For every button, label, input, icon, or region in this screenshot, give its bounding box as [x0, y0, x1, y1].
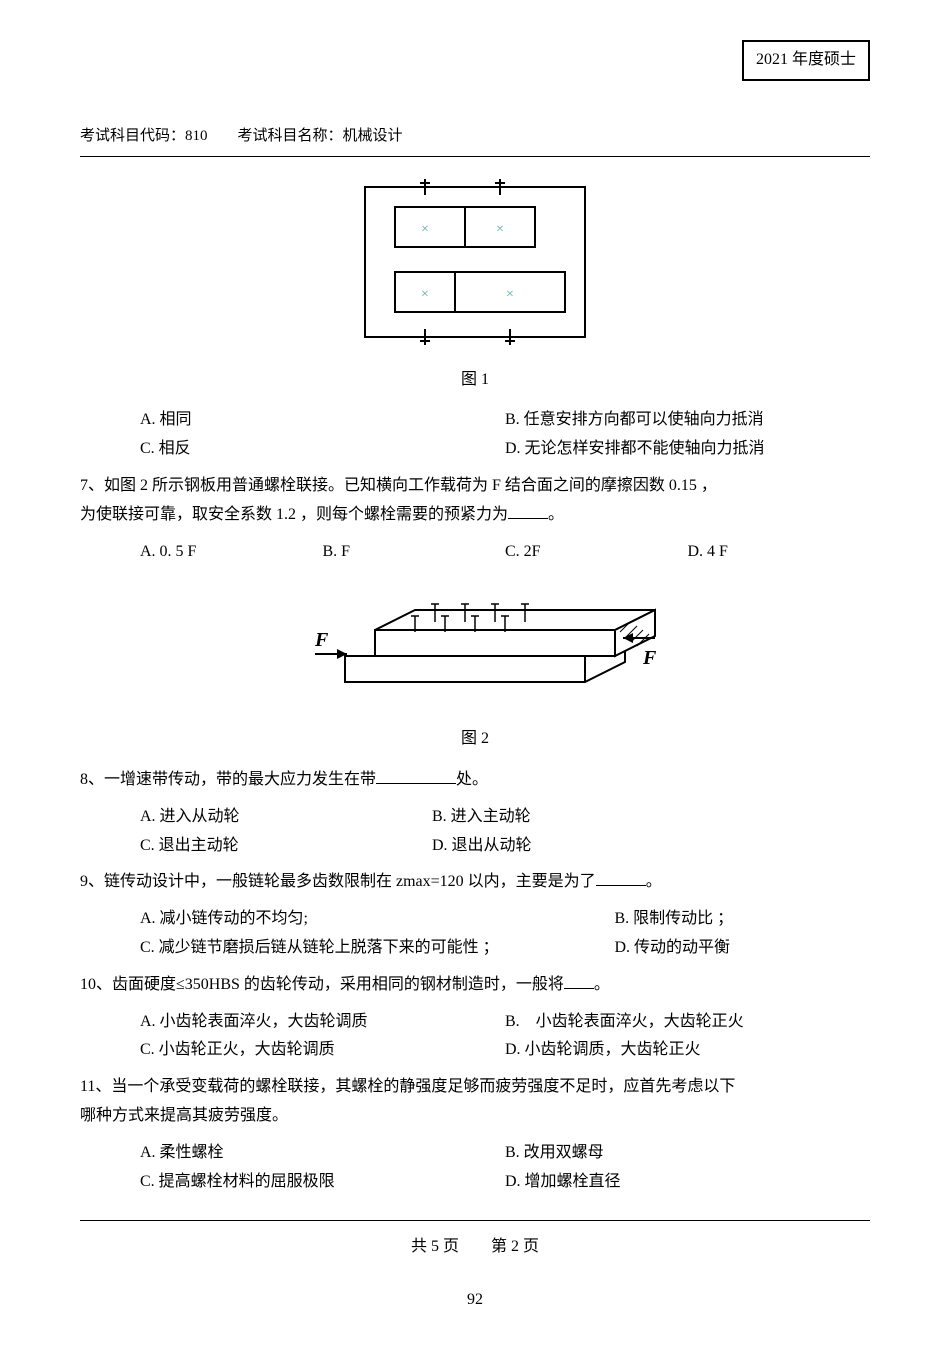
q7-options: A. 0. 5 F B. F C. 2F D. 4 F	[80, 538, 870, 567]
q11-text2: 哪种方式来提高其疲劳强度。	[80, 1102, 870, 1131]
q8: 8、一增速带传动，带的最大应力发生在带 处。	[80, 766, 870, 795]
q11-text1: 11、当一个承受变载荷的螺栓联接，其螺栓的静强度足够而疲劳强度不足时，应首先考虑…	[80, 1073, 870, 1102]
svg-text:×: ×	[421, 287, 429, 302]
figure-2-caption: 图 2	[80, 725, 870, 754]
q11-opt-a: A. 柔性螺栓	[140, 1139, 505, 1168]
q11-opt-d: D. 增加螺栓直径	[505, 1168, 870, 1197]
svg-text:×: ×	[496, 222, 504, 237]
q8-opt-a: A. 进入从动轮	[140, 803, 432, 832]
q7-opt-a: A. 0. 5 F	[140, 538, 323, 567]
q8-opt-c: C. 退出主动轮	[140, 832, 432, 861]
q10-opt-d: D. 小齿轮调质，大齿轮正火	[505, 1036, 870, 1065]
q11-opt-c: C. 提高螺栓材料的屈服极限	[140, 1168, 505, 1197]
q7-text1: 7、如图 2 所示钢板用普通螺栓联接。已知横向工作载荷为 F 结合面之间的摩擦因…	[80, 477, 717, 494]
q7-text2: 为使联接可靠，取安全系数 1.2 ，则每个螺栓需要的预紧力为	[80, 506, 508, 523]
course-line: 考试科目代码：810 考试科目名称：机械设计	[80, 93, 870, 157]
q8-text1: 8、一增速带传动，带的最大应力发生在带	[80, 771, 376, 788]
figure-2: F F	[80, 586, 870, 717]
q6-opt-d: D. 无论怎样安排都不能使轴向力抵消	[505, 435, 870, 464]
q9-text1: 9、链传动设计中，一般链轮最多齿数限制在 zmax=120 以内，主要是为了	[80, 873, 596, 890]
svg-text:F: F	[314, 629, 329, 651]
q7-opt-b: B. F	[323, 538, 506, 567]
q9: 9、链传动设计中，一般链轮最多齿数限制在 zmax=120 以内，主要是为了 。	[80, 868, 870, 897]
figure-1: × × × ×	[80, 177, 870, 358]
page-number: 92	[80, 1286, 870, 1315]
degree-box: 2021 年度硕士	[742, 40, 870, 81]
q9-opt-a: A. 减小链传动的不均匀;	[140, 905, 615, 934]
q10-blank	[564, 973, 594, 989]
q6-opt-a: A. 相同	[140, 406, 505, 435]
q7-opt-d: D. 4 F	[688, 538, 871, 567]
svg-text:×: ×	[421, 222, 429, 237]
q9-text2: 。	[646, 873, 662, 890]
q10-text1: 10、齿面硬度≤350HBS 的齿轮传动，采用相同的钢材制造时，一般将	[80, 976, 564, 993]
q10-opt-b: B. 小齿轮表面淬火，大齿轮正火	[505, 1008, 870, 1037]
q10: 10、齿面硬度≤350HBS 的齿轮传动，采用相同的钢材制造时，一般将 。	[80, 971, 870, 1000]
q7-opt-c: C. 2F	[505, 538, 688, 567]
svg-text:×: ×	[506, 287, 514, 302]
q8-text2: 处。	[456, 771, 488, 788]
q8-blank	[376, 768, 456, 784]
q10-opt-a: A. 小齿轮表面淬火，大齿轮调质	[140, 1008, 505, 1037]
q9-opt-d: D. 传动的动平衡	[615, 934, 871, 963]
q11-opt-b: B. 改用双螺母	[505, 1139, 870, 1168]
q6-options: A. 相同 B. 任意安排方向都可以使轴向力抵消 C. 相反 D. 无论怎样安排…	[80, 406, 870, 464]
q11-options: A. 柔性螺栓 B. 改用双螺母 C. 提高螺栓材料的屈服极限 D. 增加螺栓直…	[80, 1139, 870, 1197]
q8-opt-d: D. 退出从动轮	[432, 832, 724, 861]
q9-opt-b: B. 限制传动比 ；	[615, 905, 871, 934]
q6-opt-c: C. 相反	[140, 435, 505, 464]
q6-opt-b: B. 任意安排方向都可以使轴向力抵消	[505, 406, 870, 435]
course-text: 考试科目代码：810 考试科目名称：机械设计	[80, 128, 403, 144]
q9-blank	[596, 870, 646, 886]
q9-options: A. 减小链传动的不均匀; B. 限制传动比 ； C. 减少链节磨损后链从链轮上…	[80, 905, 870, 963]
q8-opt-b: B. 进入主动轮	[432, 803, 724, 832]
footer-page-text: 共 5 页 第 2 页	[411, 1238, 539, 1255]
q10-text2: 。	[594, 976, 610, 993]
q7-text3: 。	[548, 506, 564, 523]
q10-opt-c: C. 小齿轮正火，大齿轮调质	[140, 1036, 505, 1065]
q7-blank	[508, 503, 548, 519]
svg-text:F: F	[642, 647, 657, 669]
q11: 11、当一个承受变载荷的螺栓联接，其螺栓的静强度足够而疲劳强度不足时，应首先考虑…	[80, 1073, 870, 1131]
q8-options: A. 进入从动轮 B. 进入主动轮 C. 退出主动轮 D. 退出从动轮	[80, 803, 870, 861]
footer-page: 共 5 页 第 2 页	[80, 1220, 870, 1262]
q9-opt-c: C. 减少链节磨损后链从链轮上脱落下来的可能性 ；	[140, 934, 615, 963]
figure-1-caption: 图 1	[80, 366, 870, 395]
degree-text: 2021 年度硕士	[756, 51, 856, 68]
q7: 7、如图 2 所示钢板用普通螺栓联接。已知横向工作载荷为 F 结合面之间的摩擦因…	[80, 472, 870, 530]
q10-options: A. 小齿轮表面淬火，大齿轮调质 B. 小齿轮表面淬火，大齿轮正火 C. 小齿轮…	[80, 1008, 870, 1066]
